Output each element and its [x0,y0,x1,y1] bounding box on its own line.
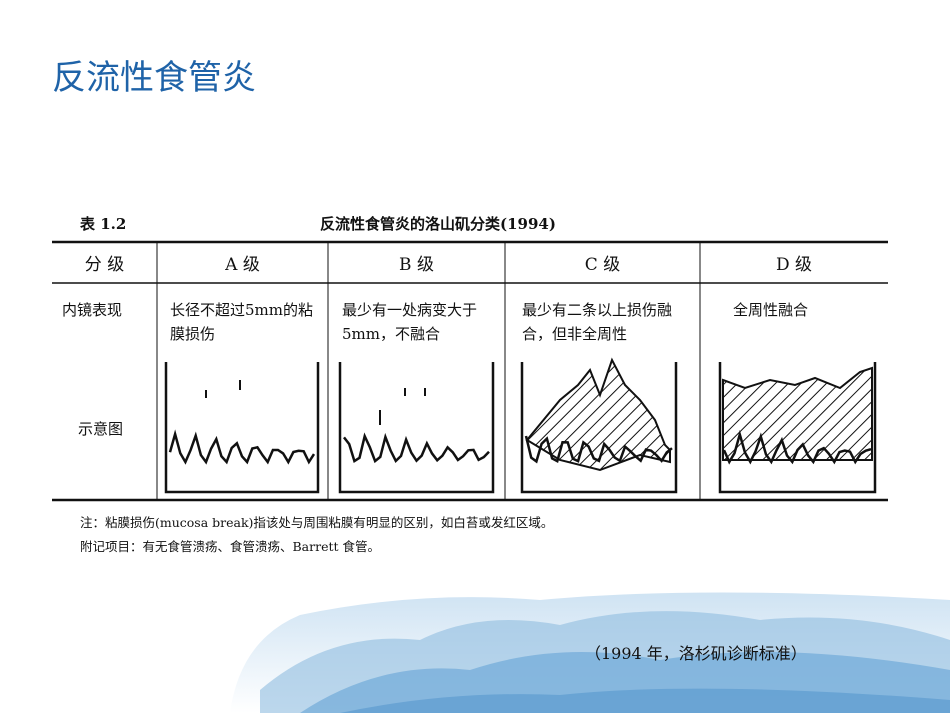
column-header: C 级 [584,255,621,275]
cell: 最少有一处病变大于5mm，不融合 [342,301,478,343]
diagram-frame [338,362,495,494]
table-lines [52,240,888,502]
diagrams [164,357,877,494]
cell: 最少有二条以上损伤融合，但非全周性 [522,301,673,343]
mucosa-fold [722,429,872,465]
mountain-backdrop [230,592,950,713]
mucosa-fold [343,432,490,464]
note: 附记项目：有无食管溃疡、食管溃疡、Barrett 食管。 [80,539,381,554]
mucosa-fold [168,429,316,465]
cell: 长径不超过5mm的粘膜损伤 [170,301,313,343]
mucosa-fold [524,435,673,464]
row-header: 内镜表现 [62,301,123,319]
row-header: 示意图 [78,420,124,438]
column-header: A 级 [225,255,260,275]
diagram-frame [520,362,678,494]
note: 注：粘膜损伤(mucosa break)指该处与周围粘膜有明显的区别，如白苔或发… [80,515,554,530]
table-caption: 反流性食管炎的洛山矶分类(1994) [320,215,556,233]
column-header: 分 级 [84,255,125,275]
hatched-lesion [722,366,873,461]
hatched-lesion [525,357,671,472]
footer-caption: （1994 年，洛杉矶诊断标准） [585,644,807,663]
column-header: D 级 [775,255,813,275]
diagram-frame [718,362,877,494]
table-label: 表 1.2 [80,215,127,233]
column-header: B 级 [399,255,434,275]
diagram-frame [164,362,320,494]
slide-title: 反流性食管炎 [52,58,256,98]
cell: 全周性融合 [733,301,809,319]
